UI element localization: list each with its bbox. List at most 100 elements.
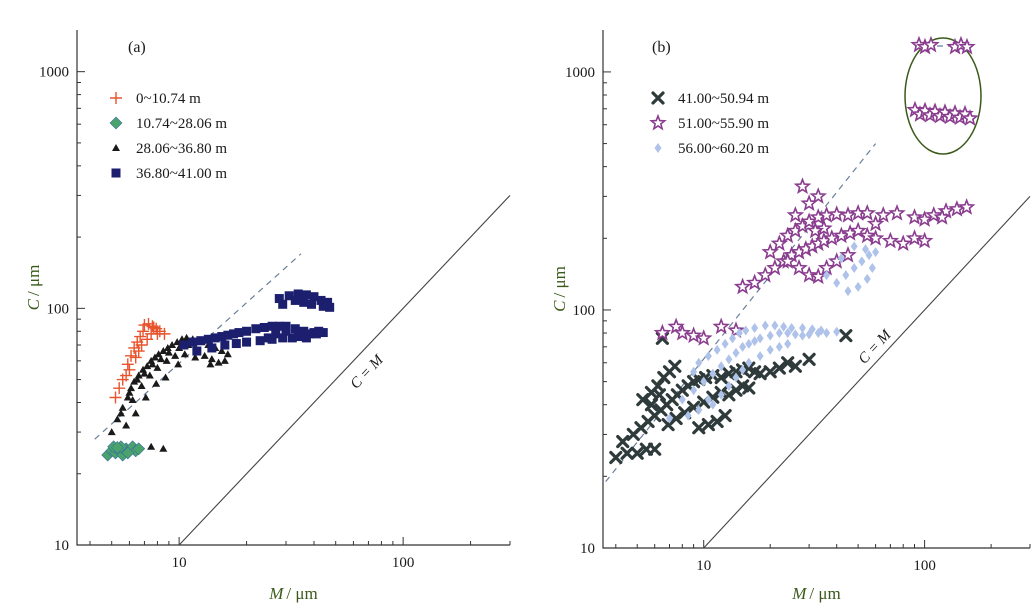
panel-b-series-0-point-1 [620, 446, 634, 460]
panel-a-series-1-point-11 [121, 446, 135, 460]
panel-a-series-2-point-4 [127, 384, 136, 392]
panel-a-series-2-point-12 [159, 347, 168, 355]
panel-b-series-2-point-9 [751, 336, 759, 347]
panel-b-series-2-point-54 [844, 286, 852, 297]
panel-a-legend-marker-1-point-0 [109, 116, 123, 130]
panel-a-series-3-point-42 [318, 301, 328, 311]
panel-b-series-2-point-51 [858, 256, 866, 267]
panel-b-series-2-point-24 [729, 333, 737, 344]
panel-b-series-0-point-53 [839, 329, 853, 343]
panel-a-series-3-point-3 [203, 334, 213, 344]
panel-b-series-2-point-25 [735, 328, 743, 339]
panel-b-series-1-point-25 [800, 212, 818, 230]
panel-a-series-2-point-38 [137, 381, 146, 389]
panel-b-series-2-point-12 [775, 328, 783, 339]
panel-a-series-3-point-46 [281, 326, 291, 336]
panel-b-series-1-point-38 [957, 198, 976, 215]
panel-a-series-2-point-34 [200, 351, 209, 359]
panel-a-series-3-point-22 [231, 339, 241, 349]
panel-a-series-3-point-44 [263, 333, 273, 343]
panel-b-series-1-point-0 [745, 273, 764, 291]
panel-b-legend-marker-2-point-0 [654, 143, 662, 153]
panel-b-series-1-point-46 [809, 267, 828, 285]
panel-b-series-1-point-20 [761, 242, 779, 260]
panel-b-series-0-point-48 [742, 381, 756, 395]
panel-b-series-2-point-59 [837, 253, 845, 264]
panel-a-series-3-point-0 [179, 340, 189, 350]
panel-b-reference-label: C = M [856, 326, 896, 367]
panel-a-series-3-point-33 [293, 289, 303, 299]
inset-lower-star-point-11 [961, 109, 979, 126]
panel-b-series-1-point-32 [874, 205, 893, 223]
panel-b-series-1-point-50 [733, 277, 752, 295]
panel-a-series-0-point-23 [120, 369, 133, 382]
panel-a-series-3-point-7 [229, 329, 239, 339]
panel-a-series-2-point-23 [223, 350, 232, 358]
panel-a-series-3-point-32 [284, 291, 294, 301]
panel-a-series-2-point-53 [147, 442, 156, 450]
panel-a-series-3-point-5 [217, 332, 227, 342]
panel-a-series-2-point-45 [131, 409, 140, 417]
panel-b-x-axis-label: M / μm [791, 584, 840, 603]
panel-a-series-3-point-18 [318, 328, 328, 338]
panel-a-series-2-point-48 [161, 373, 170, 381]
panel-a-series-2-point-47 [152, 379, 161, 387]
panel-b-series-2-point-31 [788, 322, 796, 333]
panel-b-series-2-point-52 [865, 250, 873, 261]
panel-b-series-1-point-14 [858, 226, 877, 244]
panel-a-x-tick-label: 10 [172, 555, 187, 571]
panel-b-inset [904, 35, 982, 155]
panel-b-series-1-point-56 [712, 317, 730, 335]
panel-b-series-2-point-38 [732, 372, 740, 383]
panel-b-series-1-point-36 [937, 201, 955, 219]
panel-a-y-tick-label: 10 [54, 538, 69, 554]
panel-b-series-2-point-63 [690, 366, 698, 377]
panel-b-y-tick-label: 1000 [565, 65, 595, 81]
panel-b-series-1-point-40 [809, 187, 828, 204]
panel-a-series-3-point-24 [255, 336, 265, 346]
panel-b-series-2-point-47 [704, 394, 712, 405]
panel-b-series-2-point-56 [863, 273, 871, 284]
panel-b-series-2-point-18 [823, 328, 831, 339]
panel-a-series-2-point-52 [220, 356, 229, 364]
panel-a-series-2-point-1 [113, 415, 122, 423]
panel-b-series-2-point-6 [732, 347, 740, 358]
panel-a-fit-line [94, 253, 302, 440]
panel-a-series-2-point-40 [153, 363, 162, 371]
panel-a-series-2-point-13 [163, 343, 172, 351]
panel-b-series-1-point-15 [866, 229, 885, 246]
panel-a-series-2-point-15 [173, 338, 182, 346]
panel-b-series-1-point-13 [849, 221, 867, 239]
panel-a-series-3-point-13 [274, 321, 284, 331]
panel-b-series-2-point-41 [756, 351, 764, 362]
panel-a-legend-entry-3: 36.80~41.00 m [136, 166, 227, 182]
panel-b-series-2-point-46 [695, 404, 703, 415]
panel-a-series-3-point-23 [242, 337, 252, 347]
panel-a-series-3-point-16 [299, 326, 309, 336]
panel-b-series-2-point-4 [717, 361, 725, 372]
panel-b-series-1-point-59 [915, 210, 934, 227]
panel-a-series-0-point-20 [132, 345, 145, 358]
panel-a-series-2 [107, 333, 232, 452]
panel-a-series-3-point-35 [309, 292, 319, 302]
panel-a-series-1-point-13 [110, 441, 124, 455]
panel-a-y-tick-label: 1000 [39, 65, 69, 81]
panel-b-series-2-point-57 [868, 263, 876, 274]
panel-a-series-3-point-6 [223, 330, 233, 340]
panel-a-series-2-point-41 [162, 356, 171, 364]
panel-b-series-0-point-20 [714, 370, 728, 385]
panel-a-series-0-point-15 [129, 351, 142, 364]
panel-b-series-2-point-35 [709, 399, 717, 410]
panel-b-series-2-point-26 [742, 325, 750, 336]
panel-a-series-2-point-2 [118, 403, 127, 411]
panel-a-series-0 [109, 317, 171, 404]
panel-a-series-2-point-35 [207, 355, 216, 363]
panel-b-series-1-point-41 [800, 194, 818, 211]
panel-b-series-2-point-8 [745, 338, 753, 349]
inset-ellipse [904, 37, 982, 155]
panel-a-series-0-point-7 [137, 325, 150, 338]
panel-a-legend-entry-1: 10.74~28.06 m [136, 116, 227, 132]
panel-b-series-2-point-49 [842, 270, 850, 281]
panel-a-reference-label: C = M [347, 351, 387, 392]
